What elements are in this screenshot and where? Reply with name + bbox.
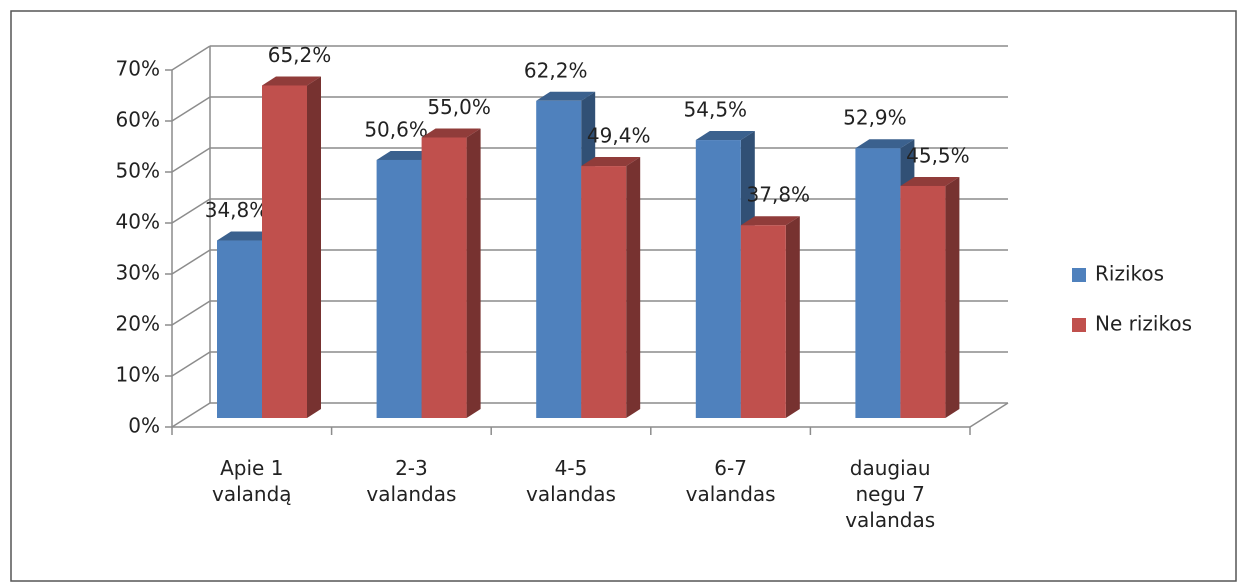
bar xyxy=(217,240,262,418)
grid-line xyxy=(171,351,211,377)
y-tick-label: 20% xyxy=(116,312,160,336)
data-label: 55,0% xyxy=(427,95,491,119)
legend-swatch xyxy=(1072,268,1086,282)
x-tick-label: 4-5 valandas xyxy=(526,456,616,506)
legend-swatch xyxy=(1072,318,1086,332)
bar xyxy=(740,225,786,418)
bar-side xyxy=(466,128,481,418)
y-tick-label: 70% xyxy=(116,57,160,81)
data-label: 62,2% xyxy=(524,58,588,82)
bar-top xyxy=(581,157,641,167)
bar-side xyxy=(307,76,321,418)
y-tick-label: 60% xyxy=(116,108,160,132)
bar-top xyxy=(855,139,915,149)
bar xyxy=(900,185,946,418)
bar xyxy=(581,166,627,418)
data-label: 65,2% xyxy=(268,43,332,67)
y-tick-label: 50% xyxy=(116,159,160,183)
bar xyxy=(262,85,307,418)
data-label: 34,8% xyxy=(205,198,269,222)
bar-side xyxy=(945,176,960,418)
bar-side xyxy=(626,157,641,418)
y-tick-label: 30% xyxy=(116,261,160,285)
data-label: 52,9% xyxy=(843,106,907,130)
bar-top xyxy=(217,231,276,241)
grid-line xyxy=(171,300,211,326)
data-label: 45,5% xyxy=(906,143,970,167)
grid-line xyxy=(171,45,211,71)
bar-top xyxy=(695,131,755,141)
bar-top xyxy=(536,91,596,101)
bar-side xyxy=(785,216,800,418)
bar-top xyxy=(262,76,321,86)
x-tick-label: daugiau negu 7 valandas xyxy=(845,456,935,532)
bar xyxy=(855,148,901,418)
y-tick-label: 0% xyxy=(128,414,160,438)
bar-top xyxy=(421,128,481,138)
data-label: 37,8% xyxy=(747,183,811,207)
grid-line xyxy=(171,96,211,122)
data-label: 49,4% xyxy=(587,124,651,148)
bar xyxy=(695,140,741,419)
data-label: 54,5% xyxy=(684,98,748,122)
bar-top xyxy=(376,150,436,160)
x-tick-label: 6-7 valandas xyxy=(686,456,776,506)
x-tick-label: 2-3 valandas xyxy=(366,456,456,506)
grid-line xyxy=(171,198,211,224)
y-tick-label: 40% xyxy=(116,210,160,234)
legend-label: Rizikos xyxy=(1095,262,1164,286)
grid-line xyxy=(171,147,211,173)
y-tick-label: 10% xyxy=(116,363,160,387)
data-label: 50,6% xyxy=(364,117,428,141)
x-tick-label: Apie 1 valandą xyxy=(212,456,292,506)
legend-label: Ne rizikos xyxy=(1095,312,1192,336)
bar xyxy=(536,100,582,418)
grid-line xyxy=(171,249,211,275)
bar xyxy=(421,137,467,418)
bar-top xyxy=(900,176,960,186)
bar xyxy=(376,159,422,418)
grid-line xyxy=(171,402,211,428)
bar-top xyxy=(740,216,800,226)
floor-line xyxy=(969,402,1009,428)
